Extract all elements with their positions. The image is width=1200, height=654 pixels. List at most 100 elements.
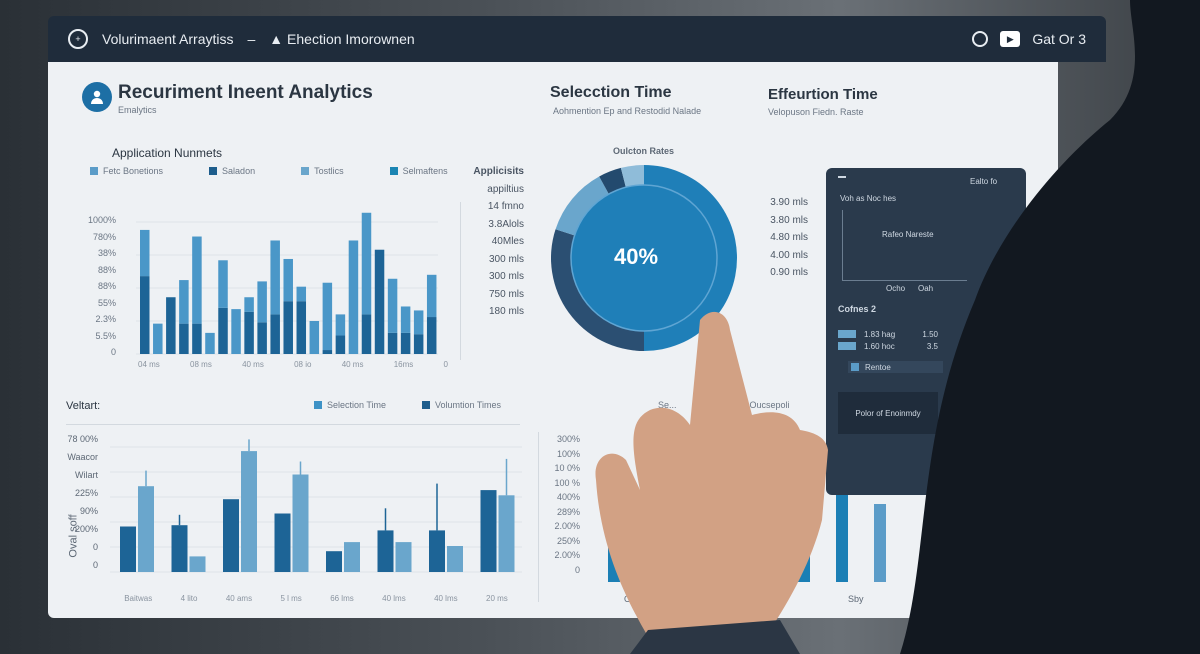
bar [480, 490, 497, 572]
bar [171, 525, 188, 572]
bar [400, 332, 411, 354]
y-tick: 10 0% [554, 463, 580, 473]
panel-chart-axis [842, 210, 843, 280]
bar [192, 323, 202, 354]
x-tick: 40 ams [225, 594, 253, 603]
donut-chart[interactable] [548, 162, 740, 354]
bar [326, 551, 342, 572]
bottom-chart-x-axis: Baitwas 4 lito 40 ams 5 l ms 66 lms 40 lms 40 … [110, 594, 522, 603]
panel-chart-axis [842, 280, 967, 281]
panel-row[interactable]: 1.60 hoc 3.5 [838, 342, 938, 351]
bar [241, 451, 257, 572]
effeurtion-list: 3.90 mls 3.80 mls 4.80 mls 4.00 mls 0.90 mls [753, 197, 808, 285]
bar [244, 311, 254, 354]
divider [66, 424, 520, 425]
app-bar-chart [136, 212, 438, 355]
x-tick: 40 lms [434, 594, 458, 603]
y-tick: 0 [92, 542, 98, 552]
bar [361, 314, 372, 354]
play-icon[interactable]: ▶ [1000, 31, 1021, 47]
x-tick: Baitwas [124, 594, 153, 603]
y-tick: 200% [74, 524, 98, 534]
bar [309, 321, 320, 354]
clock-icon[interactable] [972, 31, 989, 47]
bar [447, 546, 463, 572]
app-subtitle: ▲ Ehection Imorownen [269, 31, 415, 47]
plus-circle-icon[interactable]: + [68, 29, 88, 49]
bar [400, 306, 411, 333]
applicants-list: Applicisits appiltius 14 fmno 3.8Alols 40Mle… [468, 166, 524, 324]
x-tick: 08 io [294, 360, 312, 369]
third-chart-y-axis: 300% 100% 10 0% 100 % 400% 289% 2.00% 250% 2.00%… [540, 434, 580, 579]
panel-row[interactable]: 1.83 hag 1.50 [838, 330, 938, 339]
minimize-icon[interactable] [838, 176, 846, 178]
grouped-bar-chart [110, 439, 522, 573]
bar [374, 249, 385, 354]
legend-item: Se... [658, 400, 677, 410]
bottom-chart-legend: Selection Time Volumtion Times [314, 400, 501, 410]
effeurtion-title: Effeurtion Time [768, 86, 878, 103]
bar [377, 530, 394, 572]
bar [192, 236, 202, 324]
page-subtitle: Emalytics [118, 105, 157, 115]
x-label: Sby [848, 594, 864, 604]
y-tick: 250% [556, 535, 580, 546]
x-tick: 08 ms [190, 360, 212, 369]
bar [153, 323, 163, 354]
bar [179, 323, 189, 354]
y-tick: 0 [110, 347, 116, 357]
y-tick: 2.3% [95, 314, 116, 324]
bar [166, 297, 176, 354]
bar [296, 286, 307, 302]
bar [189, 556, 206, 572]
bar [270, 314, 280, 354]
effeurtion-subtitle: Velopuson Fiedn. Raste [768, 107, 864, 117]
dashboard-panel: Recuriment Ineent Analytics Emalytics Ap… [48, 62, 1058, 618]
panel-footer: Polor of Enoinmdy [838, 392, 938, 434]
person-silhouette [900, 0, 1200, 654]
bar [270, 240, 280, 315]
bar [218, 260, 228, 308]
bar [322, 282, 333, 351]
x-tick: 5 l ms [280, 594, 302, 603]
x-tick: 66 lms [330, 594, 354, 603]
y-tick: 225% [74, 488, 98, 498]
x-label: O [624, 594, 632, 604]
bar [387, 332, 398, 354]
bar [387, 278, 398, 333]
y-tick: 100% [556, 448, 580, 459]
bar [296, 301, 307, 354]
app-chart-title: Application Nunmets [112, 146, 223, 160]
list-item: 180 mls [488, 306, 524, 317]
list-item: 3.90 mls [770, 197, 808, 208]
account-label[interactable]: Gat Or 3 [1032, 31, 1086, 47]
legend-item: Selection Time [314, 400, 386, 410]
bar [274, 513, 291, 572]
app-chart-y-axis: 1000% 780% 38% 88% 88% 55% 2.3% 5.5% 0 [76, 215, 116, 364]
y-tick: 88% [97, 281, 116, 291]
panel-slider[interactable]: Rentoe [848, 361, 943, 373]
selection-title: Selecction Time [550, 84, 672, 101]
legend-item: Volumtion Times [422, 400, 501, 410]
y-tick: 2.00% [554, 550, 580, 560]
title-separator: – [247, 31, 256, 47]
list-item: Applicisits [473, 166, 524, 177]
bar [244, 297, 254, 312]
list-item: 4.00 mls [770, 249, 808, 261]
bar [344, 542, 360, 572]
avatar [82, 82, 112, 112]
app-chart-legend: Fetc Bonetions Saladon Tostlics Selmafte… [90, 166, 448, 176]
bottom-chart-y-axis: 78 00% Waacor Wilart 225% 90% 200% 0 0 [58, 434, 98, 578]
bar [413, 334, 424, 354]
donut-title: Oulcton Rates [613, 146, 675, 156]
selection-subtitle: Aohmention Ep and Restodid Nalade [553, 106, 702, 116]
bar [335, 335, 346, 354]
x-tick: 0 [443, 360, 448, 369]
bar [283, 301, 293, 354]
y-tick: 0 [92, 560, 98, 570]
legend-item: Saladon [209, 166, 255, 176]
bar [231, 309, 241, 354]
x-tick: 16ms [393, 360, 414, 369]
user-icon [91, 90, 103, 104]
y-tick: 5.5% [95, 330, 116, 341]
